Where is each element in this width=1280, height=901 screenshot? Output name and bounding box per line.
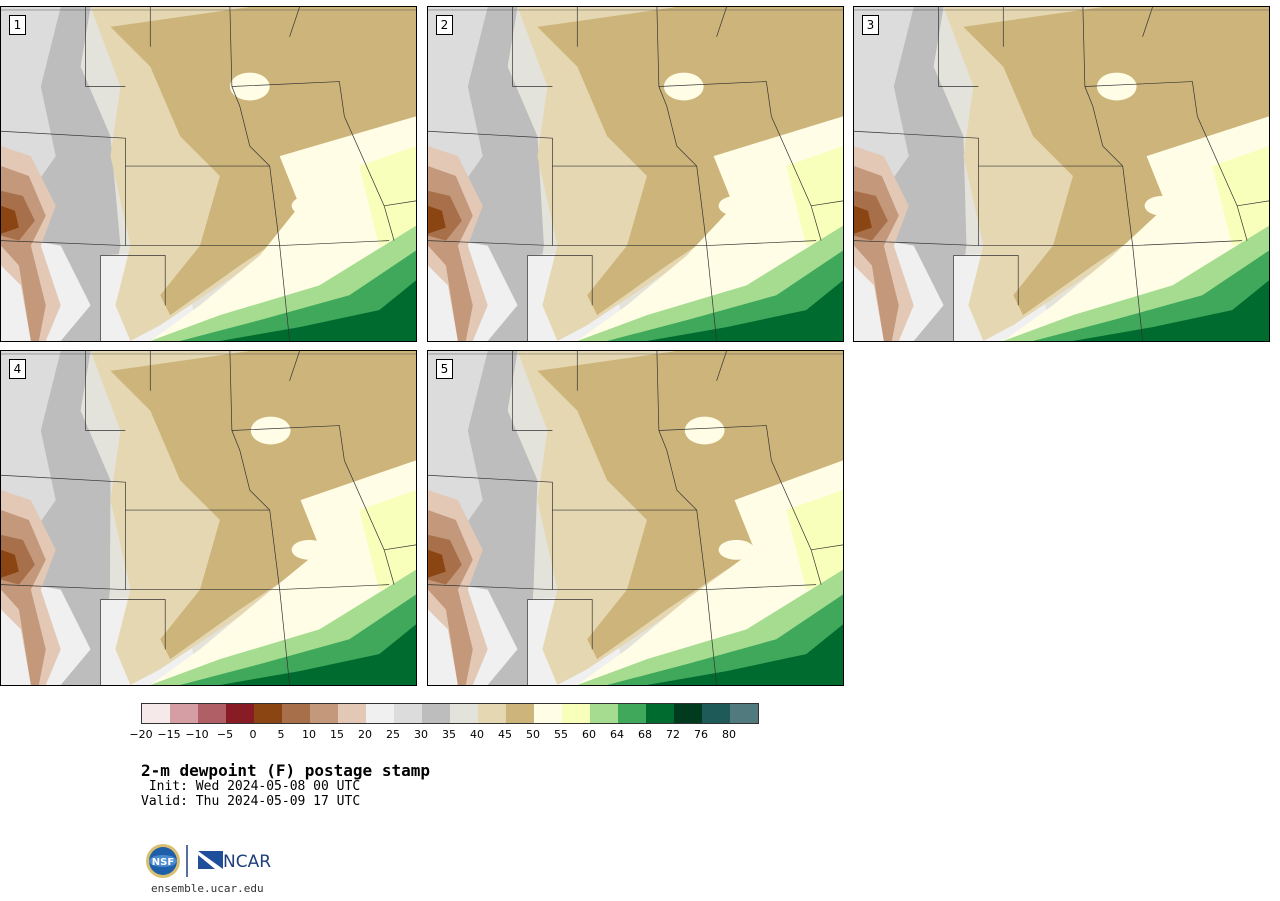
colorbar-swatch <box>226 704 254 723</box>
colorbar-tick-label: 40 <box>470 728 484 741</box>
colorbar-swatch <box>506 704 534 723</box>
colorbar-tick-label: −10 <box>185 728 209 741</box>
panel-label: 4 <box>9 359 26 379</box>
colorbar-tick-label: 64 <box>610 728 624 741</box>
colorbar-swatch <box>534 704 562 723</box>
colorbar-tick-label: 80 <box>722 728 736 741</box>
panel-label: 1 <box>9 15 26 35</box>
colorbar-tick-label: 45 <box>498 728 512 741</box>
nsf-logo-icon: NSF <box>146 844 180 878</box>
svg-text:NCAR: NCAR <box>223 852 271 872</box>
colorbar-swatch <box>170 704 198 723</box>
colorbar-tick-label: −20 <box>129 728 153 741</box>
colorbar-swatch <box>674 704 702 723</box>
colorbar-tick-label: 30 <box>414 728 428 741</box>
colorbar-swatch <box>310 704 338 723</box>
colorbar-swatch <box>142 704 170 723</box>
logos: NSF NCAR <box>145 843 275 879</box>
map-panel: 4 <box>0 350 417 686</box>
colorbar-tick-label: 20 <box>358 728 372 741</box>
colorbar-swatch <box>478 704 506 723</box>
colorbar-swatch <box>590 704 618 723</box>
colorbar-tick-label: 10 <box>302 728 316 741</box>
colorbar-swatch <box>618 704 646 723</box>
colorbar-swatch <box>338 704 366 723</box>
map-panel: 3 <box>853 6 1270 342</box>
colorbar-swatch <box>366 704 394 723</box>
colorbar-tick-label: 0 <box>249 728 257 741</box>
valid-time: Valid: Thu 2024-05-09 17 UTC <box>141 794 361 809</box>
dewpoint-map <box>428 351 843 685</box>
colorbar-tick-label: 50 <box>526 728 540 741</box>
panel-label: 5 <box>436 359 453 379</box>
colorbar-swatch <box>702 704 730 723</box>
colorbar-ticks: −20 −15 −10 −5 0 5 10 15 20 25 30 35 40 45 50 55 60 64 68 7… <box>129 728 781 742</box>
init-time: Init: Wed 2024-05-08 00 UTC <box>141 779 361 794</box>
ncar-logo-icon: NCAR <box>198 851 271 872</box>
colorbar-tick-label: 68 <box>638 728 652 741</box>
colorbar <box>141 703 759 724</box>
colorbar-tick-label: −15 <box>157 728 181 741</box>
plot-title: 2-m dewpoint (F) postage stamp <box>141 761 430 780</box>
colorbar-swatch <box>254 704 282 723</box>
colorbar-swatch <box>394 704 422 723</box>
colorbar-swatch <box>282 704 310 723</box>
colorbar-swatch <box>730 704 758 723</box>
colorbar-tick-label: 5 <box>277 728 285 741</box>
dewpoint-map <box>854 7 1269 341</box>
colorbar-swatch <box>646 704 674 723</box>
map-panel: 2 <box>427 6 844 342</box>
colorbar-tick-label: 15 <box>330 728 344 741</box>
map-panel: 5 <box>427 350 844 686</box>
panel-label: 3 <box>862 15 879 35</box>
dewpoint-map <box>1 351 416 685</box>
panel-label: 2 <box>436 15 453 35</box>
colorbar-swatch <box>450 704 478 723</box>
colorbar-swatch <box>198 704 226 723</box>
colorbar-swatch <box>422 704 450 723</box>
colorbar-swatch <box>562 704 590 723</box>
colorbar-tick-label: 72 <box>666 728 680 741</box>
dewpoint-map <box>1 7 416 341</box>
colorbar-tick-label: 76 <box>694 728 708 741</box>
colorbar-tick-label: −5 <box>216 728 234 741</box>
colorbar-tick-label: 55 <box>554 728 568 741</box>
website-url: ensemble.ucar.edu <box>151 882 264 895</box>
colorbar-tick-label: 60 <box>582 728 596 741</box>
dewpoint-map <box>428 7 843 341</box>
colorbar-tick-label: 25 <box>386 728 400 741</box>
map-panel: 1 <box>0 6 417 342</box>
colorbar-tick-label: 35 <box>442 728 456 741</box>
svg-text:NSF: NSF <box>152 857 174 868</box>
